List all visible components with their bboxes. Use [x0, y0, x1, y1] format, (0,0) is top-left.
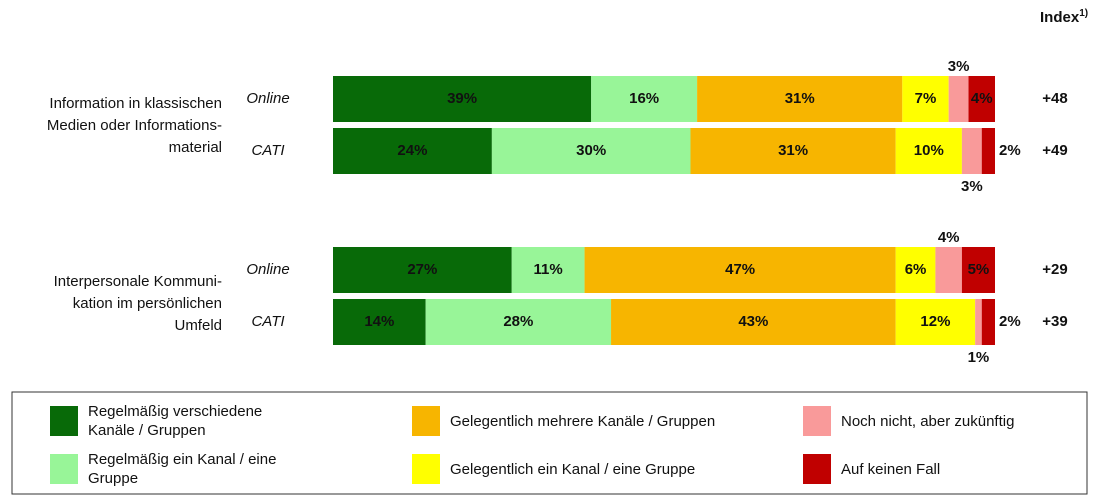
- bar-segment: [895, 247, 936, 293]
- bar-segment: [935, 247, 962, 293]
- legend-swatch: [50, 454, 78, 484]
- value-label: 14%: [364, 313, 394, 330]
- group-label: Information in klassischen: [49, 95, 222, 112]
- legend-label: Noch nicht, aber zukünftig: [841, 412, 1015, 430]
- index-note: 1): [1079, 8, 1088, 19]
- value-label: 4%: [971, 90, 993, 107]
- legend-box: [11, 391, 1088, 495]
- bar-segment: [948, 76, 969, 122]
- bar-segment: [981, 128, 995, 174]
- value-label: 10%: [914, 142, 944, 159]
- bar-segment: [697, 76, 903, 122]
- value-label: 39%: [447, 90, 477, 107]
- legend-swatch: [803, 406, 831, 436]
- value-label: 31%: [785, 90, 815, 107]
- bar-segment: [961, 128, 982, 174]
- value-label: 2%: [999, 313, 1021, 330]
- index-value: +39: [1042, 313, 1067, 330]
- value-label: 7%: [915, 90, 937, 107]
- group-label: Medien oder Informations-: [47, 117, 222, 134]
- legend-label: Gelegentlich mehrere Kanäle / Gruppen: [450, 412, 716, 430]
- value-label: 43%: [738, 313, 768, 330]
- value-label: 16%: [629, 90, 659, 107]
- index-title-text: Index: [1040, 9, 1080, 26]
- bar-segment: [981, 299, 995, 345]
- value-label: 6%: [905, 261, 927, 278]
- bar-segment: [333, 128, 492, 174]
- bar-segment: [961, 247, 995, 293]
- value-label: 3%: [961, 178, 983, 195]
- value-label: 31%: [778, 142, 808, 159]
- bar-segment: [902, 76, 949, 122]
- value-label: 3%: [948, 58, 970, 75]
- bar-segment: [491, 128, 691, 174]
- index-title: Index1): [1040, 8, 1088, 26]
- legend-swatch: [803, 454, 831, 484]
- value-label: 1%: [968, 349, 990, 366]
- value-label: 2%: [999, 142, 1021, 159]
- value-label: 12%: [920, 313, 950, 330]
- value-label: 4%: [938, 229, 960, 246]
- bar-segment: [511, 247, 585, 293]
- bar-segment: [895, 128, 962, 174]
- bar-segment: [333, 299, 426, 345]
- index-value: +49: [1042, 142, 1067, 159]
- index-value: +29: [1042, 261, 1067, 278]
- legend-label: Regelmäßig ein Kanal / eine Gruppe: [88, 451, 277, 487]
- bar-segment: [425, 299, 612, 345]
- value-label: 27%: [407, 261, 437, 278]
- legend-swatch: [50, 406, 78, 436]
- value-label: 24%: [397, 142, 427, 159]
- legend-swatch: [412, 406, 440, 436]
- legend-swatch: [412, 454, 440, 484]
- bar-segment: [968, 76, 995, 122]
- value-label: 28%: [503, 313, 533, 330]
- bar-segment: [690, 128, 896, 174]
- group-label: Umfeld: [174, 317, 222, 334]
- bar-segment: [975, 299, 982, 345]
- bar-segment: [333, 247, 512, 293]
- value-label: 47%: [725, 261, 755, 278]
- group-label: material: [169, 139, 222, 156]
- bar-segment: [611, 299, 896, 345]
- value-label: 11%: [534, 261, 563, 278]
- category-label: CATI: [251, 313, 284, 330]
- legend-label: Gelegentlich ein Kanal / eine Gruppe: [450, 460, 696, 478]
- category-label: Online: [246, 90, 289, 107]
- value-label: 5%: [968, 261, 990, 278]
- bar-segment: [584, 247, 896, 293]
- bar-segment: [333, 76, 592, 122]
- group-label: Interpersonale Kommuni-: [54, 273, 222, 290]
- group-label: kation im persönlichen: [73, 295, 222, 312]
- legend-label: Regelmäßig verschiedene Kanäle / Gruppen: [88, 403, 263, 439]
- bar-segment: [591, 76, 698, 122]
- bar-segment: [895, 299, 976, 345]
- value-label: 30%: [576, 142, 606, 159]
- legend-label: Auf keinen Fall: [841, 460, 941, 478]
- index-value: +48: [1042, 90, 1067, 107]
- category-label: CATI: [251, 142, 284, 159]
- category-label: Online: [246, 261, 289, 278]
